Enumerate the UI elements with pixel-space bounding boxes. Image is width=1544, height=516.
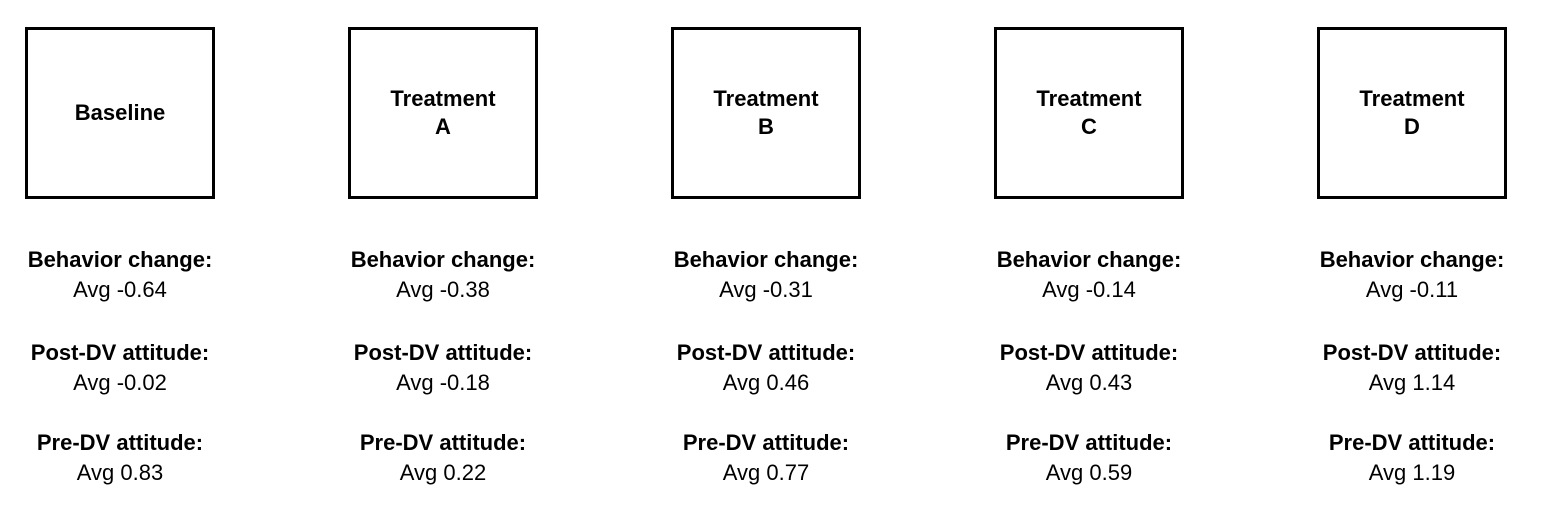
pre-dv-attitude-label: Pre-DV attitude: xyxy=(1005,430,1173,455)
behavior-change-label: Behavior change: xyxy=(1319,247,1505,272)
condition-box: Treatment D xyxy=(1317,27,1507,199)
post-dv-attitude-stat: Post-DV attitude: Avg -0.18 xyxy=(313,338,573,398)
condition-label: Treatment A xyxy=(390,86,496,139)
behavior-change-stat: Behavior change: Avg -0.11 xyxy=(1282,245,1542,305)
pre-dv-attitude-value: Avg 1.19 xyxy=(1368,460,1456,485)
behavior-change-label: Behavior change: xyxy=(350,247,536,272)
pre-dv-attitude-stat: Pre-DV attitude: Avg 0.83 xyxy=(0,428,250,488)
post-dv-attitude-stat: Post-DV attitude: Avg 0.46 xyxy=(636,338,896,398)
behavior-change-stat: Behavior change: Avg -0.31 xyxy=(636,245,896,305)
post-dv-attitude-label: Post-DV attitude: xyxy=(30,340,210,365)
condition-treatment-c: Treatment C Behavior change: Avg -0.14 P… xyxy=(959,0,1219,516)
condition-box: Treatment A xyxy=(348,27,538,199)
post-dv-attitude-value: Avg 0.43 xyxy=(1045,370,1133,395)
pre-dv-attitude-stat: Pre-DV attitude: Avg 0.77 xyxy=(636,428,896,488)
post-dv-attitude-label: Post-DV attitude: xyxy=(1322,340,1502,365)
pre-dv-attitude-value: Avg 0.22 xyxy=(399,460,487,485)
post-dv-attitude-label: Post-DV attitude: xyxy=(353,340,533,365)
behavior-change-stat: Behavior change: Avg -0.14 xyxy=(959,245,1219,305)
behavior-change-value: Avg -0.64 xyxy=(73,277,167,302)
pre-dv-attitude-label: Pre-DV attitude: xyxy=(1328,430,1496,455)
pre-dv-attitude-stat: Pre-DV attitude: Avg 0.22 xyxy=(313,428,573,488)
pre-dv-attitude-label: Pre-DV attitude: xyxy=(359,430,527,455)
pre-dv-attitude-stat: Pre-DV attitude: Avg 1.19 xyxy=(1282,428,1542,488)
condition-baseline: Baseline Behavior change: Avg -0.64 Post… xyxy=(0,0,250,516)
post-dv-attitude-value: Avg -0.02 xyxy=(73,370,167,395)
post-dv-attitude-stat: Post-DV attitude: Avg -0.02 xyxy=(0,338,250,398)
behavior-change-stat: Behavior change: Avg -0.38 xyxy=(313,245,573,305)
behavior-change-value: Avg -0.14 xyxy=(1042,277,1136,302)
pre-dv-attitude-stat: Pre-DV attitude: Avg 0.59 xyxy=(959,428,1219,488)
condition-treatment-b: Treatment B Behavior change: Avg -0.31 P… xyxy=(636,0,896,516)
condition-label: Baseline xyxy=(74,100,166,125)
post-dv-attitude-value: Avg -0.18 xyxy=(396,370,490,395)
behavior-change-value: Avg -0.38 xyxy=(396,277,490,302)
post-dv-attitude-stat: Post-DV attitude: Avg 0.43 xyxy=(959,338,1219,398)
behavior-change-label: Behavior change: xyxy=(27,247,213,272)
behavior-change-value: Avg -0.31 xyxy=(719,277,813,302)
condition-label: Treatment D xyxy=(1359,86,1465,139)
behavior-change-stat: Behavior change: Avg -0.64 xyxy=(0,245,250,305)
pre-dv-attitude-value: Avg 0.59 xyxy=(1045,460,1133,485)
condition-treatment-a: Treatment A Behavior change: Avg -0.38 P… xyxy=(313,0,573,516)
behavior-change-value: Avg -0.11 xyxy=(1365,277,1459,302)
post-dv-attitude-value: Avg 1.14 xyxy=(1368,370,1456,395)
pre-dv-attitude-value: Avg 0.77 xyxy=(722,460,810,485)
post-dv-attitude-value: Avg 0.46 xyxy=(722,370,810,395)
condition-box: Treatment C xyxy=(994,27,1184,199)
pre-dv-attitude-label: Pre-DV attitude: xyxy=(682,430,850,455)
post-dv-attitude-label: Post-DV attitude: xyxy=(676,340,856,365)
pre-dv-attitude-value: Avg 0.83 xyxy=(76,460,164,485)
condition-box: Baseline xyxy=(25,27,215,199)
behavior-change-label: Behavior change: xyxy=(673,247,859,272)
condition-label: Treatment B xyxy=(713,86,819,139)
condition-box: Treatment B xyxy=(671,27,861,199)
behavior-change-label: Behavior change: xyxy=(996,247,1182,272)
condition-label: Treatment C xyxy=(1036,86,1142,139)
pre-dv-attitude-label: Pre-DV attitude: xyxy=(36,430,204,455)
condition-treatment-d: Treatment D Behavior change: Avg -0.11 P… xyxy=(1282,0,1542,516)
post-dv-attitude-label: Post-DV attitude: xyxy=(999,340,1179,365)
post-dv-attitude-stat: Post-DV attitude: Avg 1.14 xyxy=(1282,338,1542,398)
